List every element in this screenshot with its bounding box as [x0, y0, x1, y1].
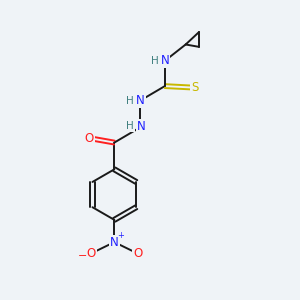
Text: N: N — [110, 236, 119, 249]
Text: S: S — [191, 81, 198, 94]
Text: H: H — [152, 56, 159, 66]
Text: O: O — [84, 132, 94, 145]
Text: N: N — [160, 54, 169, 67]
Text: O: O — [133, 247, 142, 260]
Text: O: O — [86, 247, 96, 260]
Text: H: H — [126, 121, 134, 131]
Text: H: H — [126, 96, 134, 106]
Text: N: N — [136, 94, 145, 107]
Text: −: − — [78, 251, 88, 261]
Text: N: N — [137, 120, 146, 133]
Text: +: + — [117, 231, 124, 240]
